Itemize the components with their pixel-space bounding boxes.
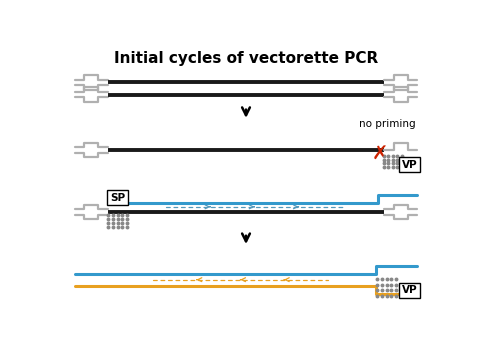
Text: SP: SP (110, 193, 125, 203)
Text: VP: VP (402, 285, 418, 295)
Text: no priming: no priming (359, 119, 416, 129)
Text: ✗: ✗ (372, 145, 388, 164)
Text: VP: VP (402, 160, 418, 170)
Text: Initial cycles of vectorette PCR: Initial cycles of vectorette PCR (114, 51, 378, 66)
